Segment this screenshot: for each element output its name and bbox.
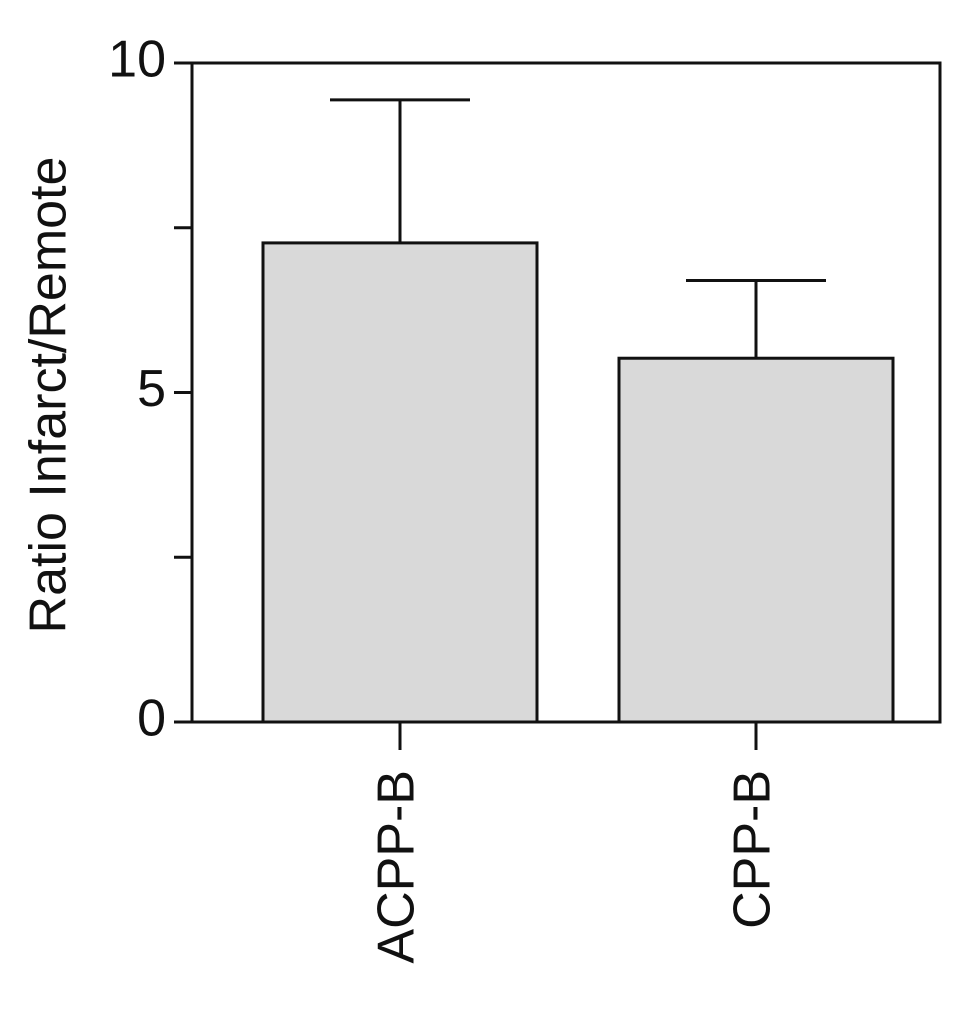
- x-tick-label: CPP-B: [724, 770, 782, 929]
- bar: [261, 241, 539, 724]
- bar: [617, 356, 895, 724]
- y-tick-label: 0: [137, 690, 166, 748]
- y-tick-label: 5: [137, 360, 166, 418]
- y-axis-label: Ratio Infarct/Remote: [20, 157, 78, 634]
- y-tick-label: 10: [108, 31, 166, 89]
- x-tick-label: ACPP-B: [368, 770, 426, 964]
